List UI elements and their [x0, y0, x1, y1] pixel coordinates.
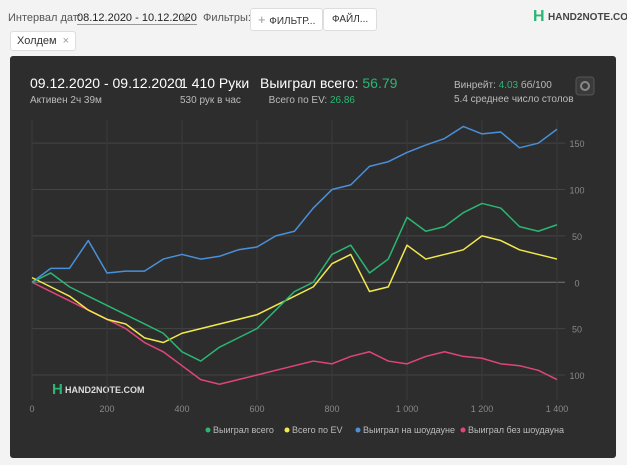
legend-label: Выиграл всего: [213, 425, 274, 435]
watermark-icon: H: [52, 381, 63, 398]
chart: 09.12.2020 - 09.12.2020 Активен 2ч 39м 1…: [29, 75, 595, 435]
hands-per-hour: 530 рук в час: [180, 95, 241, 106]
series-line: [31, 235, 558, 344]
settings-box[interactable]: [575, 76, 595, 96]
x-tick-label: 1 200: [471, 404, 494, 414]
x-tick-label: 400: [174, 404, 189, 414]
y-tick-label: 50: [572, 325, 582, 335]
y-tick-label: 50: [572, 232, 582, 242]
filter-text: ФИЛЬТР...: [269, 16, 316, 27]
tag-text: Холдем: [17, 35, 57, 47]
x-tick-label: 200: [99, 404, 114, 414]
x-tick-label: 0: [29, 404, 34, 414]
winrate-value: 4.03: [499, 80, 519, 91]
ev-value: 26.86: [330, 95, 355, 106]
series-line: [31, 281, 558, 385]
filters-label: Фильтры:: [203, 12, 251, 24]
legend-label: Всего по EV: [292, 425, 342, 435]
won-value: 56.79: [362, 75, 397, 91]
legend-marker: [284, 427, 290, 433]
winrate-unit: бб/100: [521, 79, 552, 91]
legend-marker: [205, 427, 211, 433]
logo-icon: H: [533, 8, 545, 25]
file-text: ФАЙЛ...: [332, 14, 369, 25]
hands: 1 410 Руки: [180, 75, 249, 91]
tag[interactable]: Холдем ×: [10, 31, 77, 51]
active: Активен 2ч 39м: [30, 95, 102, 106]
series-line: [31, 125, 558, 283]
x-tick-label: 600: [249, 404, 264, 414]
y-tick-label: 100: [569, 371, 584, 381]
tables: 5.4 среднее число столов: [454, 94, 574, 105]
watermark: HAND2NOTE.COM: [65, 385, 145, 395]
filter-button[interactable]: + ФИЛЬТР...: [250, 8, 324, 31]
series-line: [31, 202, 558, 362]
ev-total: Всего по EV: 26.86: [269, 95, 356, 106]
logo: HAND2NOTE.COM: [548, 12, 627, 23]
won-label: Выиграл всего:: [260, 75, 359, 91]
settings-icon[interactable]: [575, 76, 595, 96]
legend-label: Выиграл на шоудауне: [363, 425, 455, 435]
legend-marker: [355, 427, 361, 433]
date-label: Интервал дат:: [8, 12, 81, 24]
file-button[interactable]: ФАЙЛ...: [323, 8, 378, 31]
legend-label: Выиграл без шоудауна: [468, 425, 564, 435]
winrate: Винрейт: 4.03 бб/100: [454, 79, 552, 91]
gear[interactable]: [580, 81, 590, 91]
y-tick-label: 0: [574, 278, 579, 288]
ev-label: Всего по EV:: [269, 95, 328, 106]
grid: [31, 120, 565, 400]
period: 09.12.2020 - 09.12.2020: [30, 75, 183, 91]
winrate-label: Винрейт:: [454, 80, 496, 91]
plus-icon: +: [258, 12, 270, 27]
y-tick-label: 100: [569, 186, 584, 196]
date-range[interactable]: 08.12.2020 - 10.12.2020: [77, 12, 197, 25]
won-total: Выиграл всего: 56.79: [260, 75, 398, 91]
legend-marker: [460, 427, 466, 433]
dropdown-arrow[interactable]: ▾: [182, 13, 188, 25]
x-tick-label: 800: [324, 404, 339, 414]
tag-close[interactable]: ×: [62, 35, 70, 47]
x-tick-label: 1 000: [396, 404, 419, 414]
y-tick-label: 150: [569, 139, 584, 149]
x-tick-label: 1 400: [546, 404, 569, 414]
chart-panel: 09.12.2020 - 09.12.2020 Активен 2ч 39м 1…: [10, 56, 616, 458]
